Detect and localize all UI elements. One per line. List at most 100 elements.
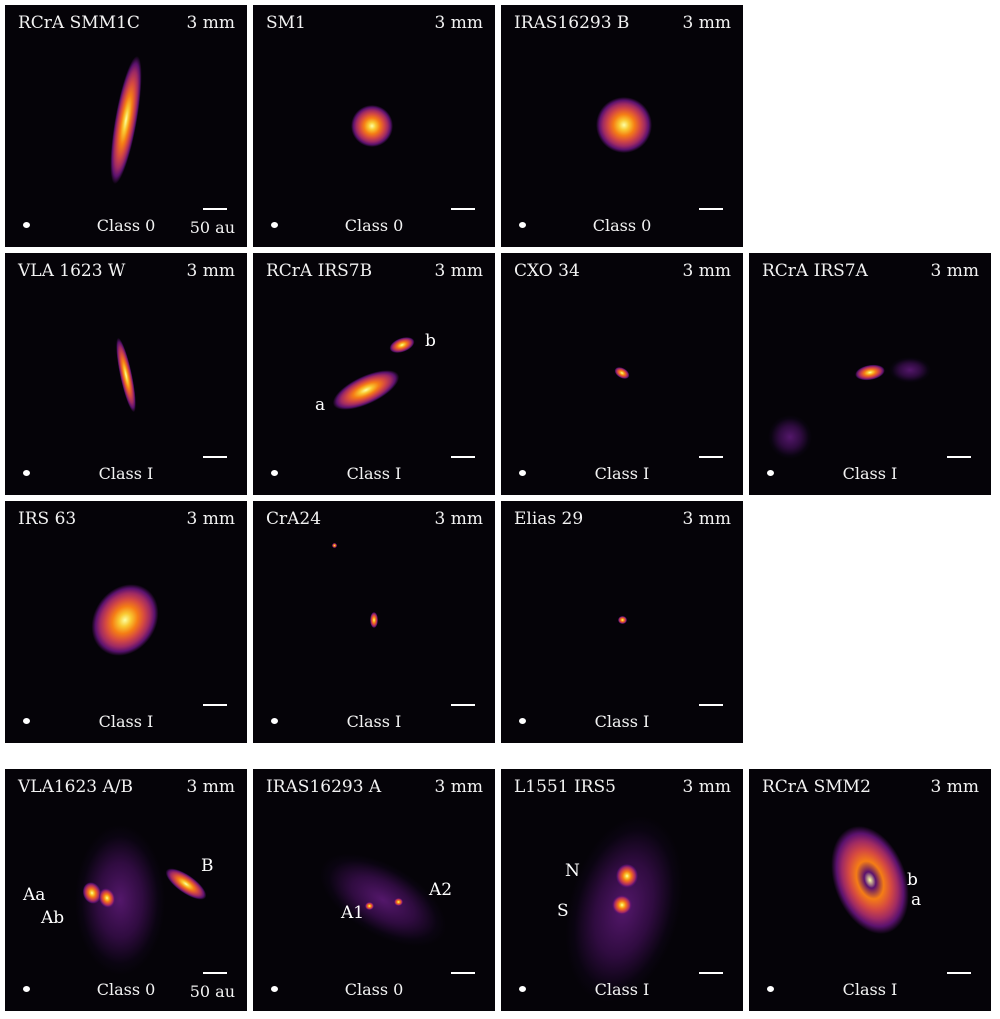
component-label: Aa: [23, 885, 46, 905]
scale-bar: [451, 456, 475, 458]
panel-title: L1551 IRS5: [514, 777, 616, 797]
class-label: Class I: [594, 464, 650, 483]
emission-source: [393, 898, 403, 906]
band-label: 3 mm: [434, 13, 483, 33]
panel-title: Elias 29: [514, 509, 584, 529]
panel-title: VLA1623 A/B: [18, 777, 134, 797]
beam-ellipse: [271, 470, 278, 476]
scale-bar: [451, 704, 475, 706]
band-label: 3 mm: [434, 261, 483, 281]
image-panel: RCrA IRS7B 3 mm Class I a b: [253, 253, 495, 495]
beam-ellipse: [271, 986, 278, 992]
panel-title: RCrA SMM1C: [18, 13, 140, 33]
band-label: 3 mm: [930, 261, 979, 281]
band-label: 3 mm: [682, 13, 731, 33]
beam-ellipse: [767, 470, 774, 476]
emission-source: [387, 333, 417, 357]
class-label: Class 0: [344, 980, 404, 999]
image-panel: VLA1623 A/B 3 mm Class 0 50 au Aa Ab B: [5, 769, 247, 1011]
emission-source: [596, 97, 652, 153]
emission-source: [304, 834, 462, 966]
emission-source: [327, 362, 405, 418]
band-label: 3 mm: [434, 777, 483, 797]
band-label: 3 mm: [434, 509, 483, 529]
scale-bar-label: 50 au: [189, 982, 235, 1001]
component-label: a: [315, 395, 326, 415]
image-panel: RCrA IRS7A 3 mm Class I: [749, 253, 991, 495]
panel-title: IRAS16293 A: [266, 777, 382, 797]
class-label: Class I: [346, 712, 402, 731]
beam-ellipse: [519, 986, 526, 992]
panel-title: RCrA IRS7B: [266, 261, 373, 281]
class-label: Class 0: [96, 980, 156, 999]
image-panel: IRAS16293 A 3 mm Class 0 A1 A2: [253, 769, 495, 1011]
component-label: A1: [341, 903, 365, 923]
class-label: Class I: [346, 464, 402, 483]
panel-title: IRS 63: [18, 509, 77, 529]
scale-bar: [203, 208, 227, 210]
scale-bar: [699, 704, 723, 706]
class-label: Class I: [842, 464, 898, 483]
scale-bar: [699, 208, 723, 210]
class-label: Class I: [594, 712, 650, 731]
beam-ellipse: [23, 222, 30, 228]
band-label: 3 mm: [682, 261, 731, 281]
panel-title: RCrA IRS7A: [762, 261, 868, 281]
beam-ellipse: [23, 718, 30, 724]
emission-source: [616, 864, 638, 888]
image-panel: IRS 63 3 mm Class I: [5, 501, 247, 743]
component-label: N: [565, 861, 580, 881]
image-panel: VLA 1623 W 3 mm Class I: [5, 253, 247, 495]
panel-title: SM1: [266, 13, 306, 33]
emission-source: [612, 364, 632, 382]
scale-bar: [203, 456, 227, 458]
image-panel: IRAS16293 B 3 mm Class 0: [501, 5, 743, 247]
image-panel: SM1 3 mm Class 0: [253, 5, 495, 247]
band-label: 3 mm: [186, 261, 235, 281]
image-panel: CrA24 3 mm Class I: [253, 501, 495, 743]
beam-ellipse: [23, 986, 30, 992]
panel-title: RCrA SMM2: [762, 777, 871, 797]
beam-ellipse: [271, 222, 278, 228]
beam-ellipse: [519, 470, 526, 476]
scale-bar-label: 50 au: [189, 218, 235, 237]
image-panel: Elias 29 3 mm Class I: [501, 501, 743, 743]
emission-source: [331, 542, 337, 548]
emission-source: [351, 105, 393, 147]
emission-source: [612, 895, 632, 915]
scale-bar: [947, 456, 971, 458]
emission-source: [370, 612, 378, 628]
component-label: S: [557, 901, 569, 921]
image-panel: RCrA SMM1C 3 mm Class 0 50 au: [5, 5, 247, 247]
component-label: a: [911, 890, 922, 910]
class-label: Class I: [594, 980, 650, 999]
emission-source: [112, 336, 140, 414]
band-label: 3 mm: [186, 777, 235, 797]
class-label: Class I: [98, 464, 154, 483]
beam-ellipse: [767, 986, 774, 992]
scale-bar: [451, 972, 475, 974]
class-label: Class I: [842, 980, 898, 999]
band-label: 3 mm: [682, 509, 731, 529]
panel-title: CXO 34: [514, 261, 580, 281]
class-label: Class 0: [96, 216, 156, 235]
scale-bar: [699, 972, 723, 974]
component-label: b: [907, 870, 918, 890]
beam-ellipse: [271, 718, 278, 724]
emission-source: [853, 362, 887, 382]
class-label: Class 0: [592, 216, 652, 235]
emission-source: [889, 357, 931, 383]
scale-bar: [699, 456, 723, 458]
component-label: Ab: [41, 908, 65, 928]
class-label: Class 0: [344, 216, 404, 235]
beam-ellipse: [519, 718, 526, 724]
scale-bar: [203, 704, 227, 706]
band-label: 3 mm: [682, 777, 731, 797]
band-label: 3 mm: [930, 777, 979, 797]
class-label: Class I: [98, 712, 154, 731]
component-label: b: [425, 331, 436, 351]
panel-title: VLA 1623 W: [18, 261, 126, 281]
beam-ellipse: [519, 222, 526, 228]
emission-source: [768, 415, 812, 459]
